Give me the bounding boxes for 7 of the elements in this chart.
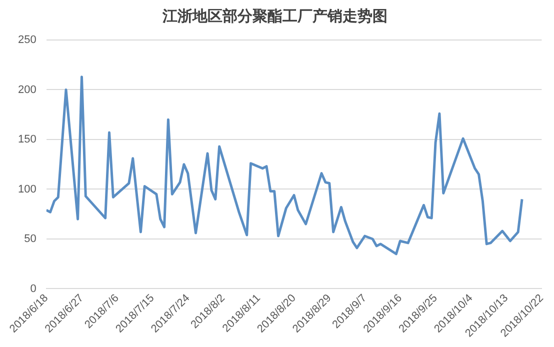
y-tick-label: 0 (30, 282, 36, 295)
y-tick-label: 150 (18, 134, 36, 146)
y-tick-label: 250 (18, 34, 36, 46)
y-tick-label: 50 (24, 233, 36, 246)
chart-title: 江浙地区部分聚酯工厂产销走势图 (162, 6, 388, 25)
y-tick-label: 100 (18, 183, 36, 196)
y-tick-label: 200 (18, 84, 36, 96)
